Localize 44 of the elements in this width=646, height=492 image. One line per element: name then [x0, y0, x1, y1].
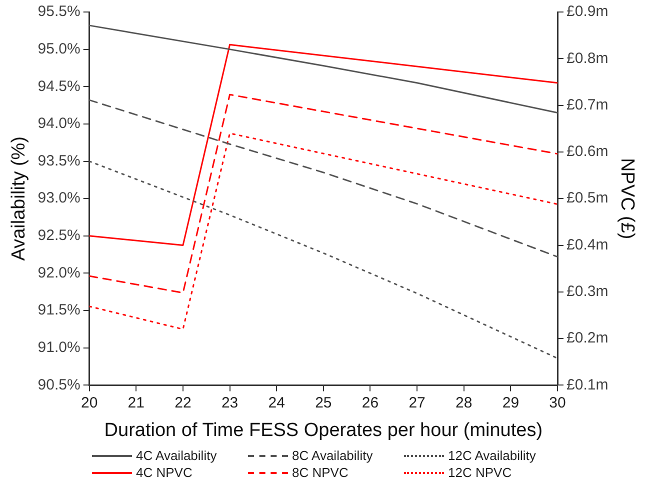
x-tick-label: 21	[128, 394, 144, 412]
line-series	[89, 99, 558, 258]
y2-tick-label: £0.9m	[566, 3, 608, 20]
x-tick-label: 24	[268, 394, 285, 412]
y2-tick-label: £0.6m	[566, 143, 608, 160]
x-tick-label: 27	[408, 394, 426, 412]
x-tick-label: 29	[502, 394, 520, 412]
y-tick-label: 92.0%	[38, 264, 80, 282]
y2-axis-title: NPVC (£)	[616, 158, 638, 240]
legend-label: 12C NPVC	[448, 465, 512, 480]
y-tick-label: 90.5%	[38, 376, 80, 394]
y-axis-title: Availability (%)	[8, 136, 30, 261]
legend-label: 12C Availability	[448, 448, 536, 463]
y-tick-label: 93.0%	[38, 190, 80, 207]
x-tick-label: 23	[221, 394, 238, 412]
y-tick-label: 91.5%	[38, 302, 80, 319]
y-tick-label: 95.0%	[38, 40, 80, 58]
x-tick-label: 25	[315, 394, 332, 412]
y-tick-label: 94.0%	[38, 115, 80, 132]
line-series	[89, 132, 558, 330]
x-tick-label: 30	[549, 394, 566, 412]
y2-tick-label: £0.2m	[566, 330, 608, 347]
line-series	[89, 94, 558, 294]
y2-tick-label: £0.1m	[566, 376, 608, 394]
y2-tick-label: £0.4m	[566, 236, 608, 254]
x-axis-title: Duration of Time FESS Operates per hour (minutes)	[104, 420, 543, 441]
y-tick-label: 93.5%	[38, 152, 80, 170]
y2-tick-label: £0.5m	[566, 190, 608, 207]
x-tick-label: 20	[80, 394, 98, 412]
legend-label: 4C NPVC	[136, 465, 192, 480]
x-tick-label: 26	[362, 394, 379, 412]
legend-label: 8C NPVC	[292, 465, 348, 480]
y2-tick-label: £0.3m	[566, 283, 608, 300]
y-tick-label: 91.0%	[38, 339, 80, 356]
y-tick-label: 95.5%	[38, 3, 80, 20]
legend-label: 4C Availability	[136, 448, 217, 463]
x-tick-label: 28	[456, 394, 472, 412]
y-tick-label: 92.5%	[38, 227, 80, 244]
legend-label: 8C Availability	[292, 448, 373, 463]
x-tick-label: 22	[174, 394, 192, 412]
y2-tick-label: £0.7m	[566, 96, 608, 114]
y2-tick-label: £0.8m	[566, 50, 608, 67]
y-tick-label: 94.5%	[38, 78, 80, 95]
line-series	[89, 160, 558, 360]
